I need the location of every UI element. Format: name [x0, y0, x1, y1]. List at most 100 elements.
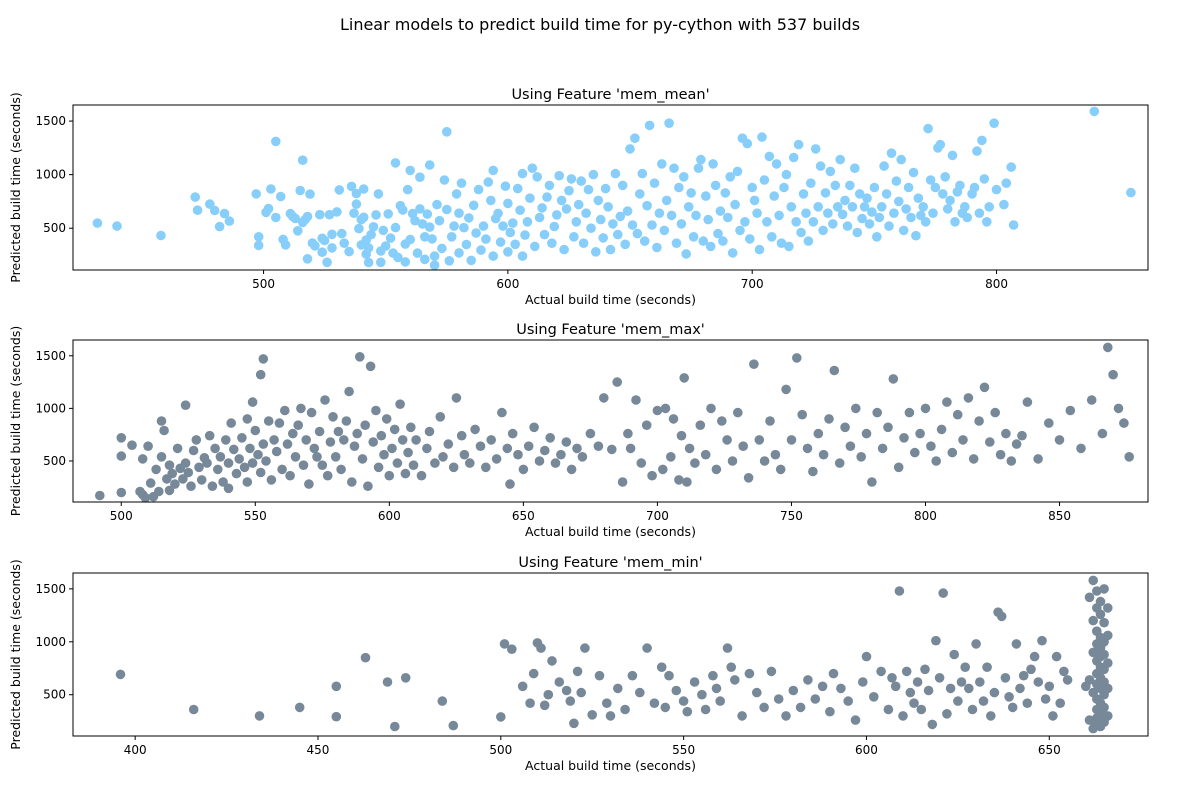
- scatter-point: [1044, 418, 1054, 428]
- scatter-point: [909, 698, 919, 708]
- scatter-point: [708, 670, 718, 681]
- x-tick-label: 550: [672, 743, 695, 757]
- scatter-points: [95, 342, 1134, 503]
- scatter-point: [221, 435, 231, 445]
- scatter-point: [1033, 677, 1044, 687]
- scatter-point: [798, 189, 809, 199]
- scatter-point: [928, 208, 938, 218]
- scatter-point: [936, 424, 947, 435]
- scatter-point: [813, 202, 823, 212]
- scatter-point: [664, 670, 674, 681]
- scatter-point: [727, 456, 738, 466]
- scatter-point: [263, 416, 274, 426]
- scatter-point: [483, 177, 494, 187]
- scatter-point: [528, 668, 539, 679]
- scatter-point: [697, 689, 707, 700]
- scatter-point: [636, 458, 647, 468]
- scatter-point: [522, 217, 533, 227]
- scatter-point: [829, 365, 840, 376]
- scatter-point: [339, 238, 350, 248]
- scatter-point: [781, 384, 791, 395]
- scatter-point: [759, 175, 770, 185]
- scatter-point: [478, 221, 489, 231]
- scatter-point: [288, 428, 298, 439]
- scatter-point: [793, 139, 804, 150]
- scatter-point: [358, 212, 369, 223]
- scatter-point: [722, 643, 733, 653]
- scatter-point: [515, 205, 525, 215]
- scatter-point: [888, 374, 899, 384]
- scatter-point: [336, 464, 346, 475]
- scatter-point: [320, 395, 330, 405]
- scatter-point: [979, 382, 990, 393]
- scatter-point: [332, 207, 342, 217]
- scatter-point: [674, 182, 684, 193]
- scatter-point: [591, 247, 601, 257]
- scatter-point: [738, 441, 748, 452]
- scatter-point: [400, 257, 411, 267]
- scatter-point: [722, 435, 732, 445]
- scatter-point: [752, 208, 762, 218]
- scatter-point: [872, 232, 882, 242]
- scatter-point: [934, 673, 945, 683]
- scatter-point: [678, 696, 689, 706]
- scatter-point: [1099, 702, 1109, 713]
- scatter-point: [556, 195, 567, 206]
- scatter-point: [642, 643, 652, 653]
- scatter-point: [759, 702, 769, 713]
- scatter-point: [351, 199, 362, 209]
- scatter-point: [869, 692, 879, 702]
- scatter-point: [586, 223, 596, 233]
- scatter-point: [869, 182, 880, 193]
- scatter-point: [578, 238, 589, 248]
- scatter-point: [497, 407, 507, 418]
- scatter-point: [669, 163, 679, 173]
- scatter-point: [172, 443, 183, 454]
- scatter-point: [649, 178, 660, 188]
- scatter-points: [92, 106, 1136, 271]
- scatter-point: [845, 180, 855, 191]
- scatter-point: [612, 377, 622, 387]
- scatter-point: [788, 685, 799, 696]
- scatter-point: [339, 435, 349, 445]
- scatter-point: [542, 192, 552, 202]
- scatter-point: [1062, 675, 1073, 685]
- scatter-point: [703, 214, 713, 225]
- scatter-point: [682, 706, 693, 717]
- scatter-point: [454, 248, 464, 258]
- scatter-point: [352, 428, 363, 439]
- scatter-point: [363, 243, 374, 253]
- scatter-point: [585, 428, 596, 439]
- scatter-point: [774, 210, 784, 221]
- scatter-point: [1040, 694, 1051, 704]
- scatter-point: [202, 458, 212, 468]
- scatter-point: [660, 702, 671, 713]
- scatter-point: [389, 424, 400, 435]
- scatter-point: [451, 393, 462, 403]
- y-tick-label: 500: [43, 688, 66, 702]
- subplot-title: Using Feature 'mem_mean': [511, 87, 709, 103]
- y-tick-label: 500: [43, 221, 66, 235]
- scatter-point: [915, 428, 925, 439]
- scatter-point: [867, 207, 877, 217]
- scatter-point: [1103, 603, 1113, 613]
- scatter-point: [745, 234, 755, 244]
- scatter-point: [448, 720, 459, 731]
- scatter-point: [717, 416, 727, 426]
- scatter-point: [615, 211, 626, 222]
- scatter-point: [1055, 698, 1065, 708]
- scatter-point: [231, 468, 242, 479]
- scatter-point: [317, 460, 328, 471]
- scatter-point: [963, 393, 974, 403]
- scatter-point: [843, 696, 853, 706]
- scatter-point: [1004, 692, 1014, 702]
- scatter-point: [603, 202, 613, 212]
- scatter-point: [371, 405, 381, 416]
- scatter-point: [255, 467, 266, 478]
- scatter-point: [740, 217, 750, 227]
- scatter-point: [398, 205, 408, 215]
- scatter-point: [488, 251, 499, 261]
- scatter-point: [593, 441, 604, 452]
- scatter-point: [815, 161, 826, 171]
- scatter-point: [786, 202, 797, 212]
